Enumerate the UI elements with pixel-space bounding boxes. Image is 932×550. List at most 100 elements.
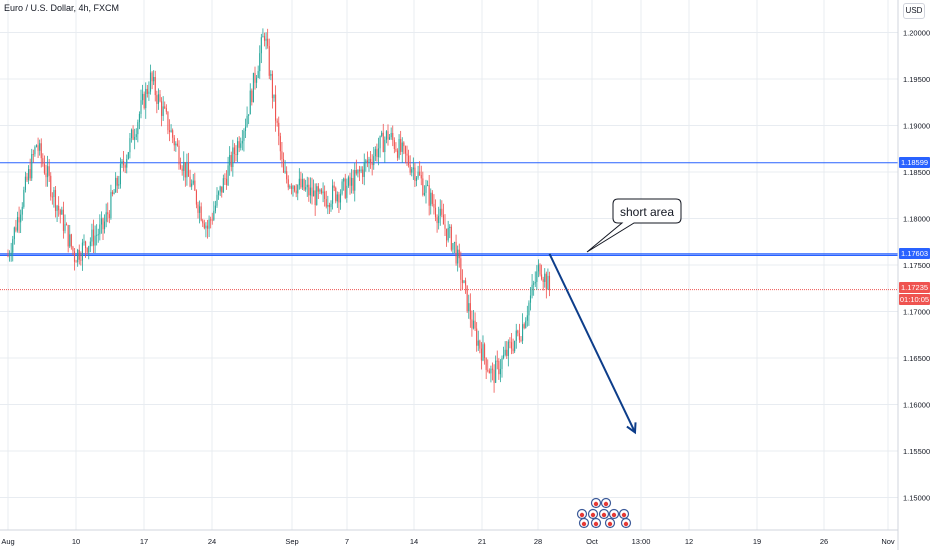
candle-body	[194, 180, 196, 191]
candle-body	[379, 135, 381, 149]
y-tick-label: 1.18500	[903, 168, 930, 177]
candle-body	[485, 357, 487, 370]
candle-body	[487, 369, 489, 371]
candle-body	[398, 139, 400, 158]
candle-body	[110, 192, 112, 218]
candle-body	[135, 134, 137, 137]
candle-body	[358, 169, 361, 172]
candle-body	[197, 204, 199, 213]
candle-body	[313, 190, 315, 197]
candle-body	[64, 224, 66, 231]
event-flag-icon	[607, 521, 613, 527]
candle-body	[256, 77, 258, 83]
x-tick-label: 12	[685, 537, 693, 546]
candle-body	[248, 114, 250, 116]
candle-body	[129, 138, 131, 153]
candle-body	[512, 348, 514, 352]
candle-body	[314, 190, 316, 206]
candle-body	[501, 358, 503, 369]
candle-body	[111, 192, 114, 195]
candle-body	[428, 185, 430, 206]
event-flag-icon	[621, 512, 627, 518]
candle-body	[438, 215, 440, 224]
candle-body	[161, 101, 163, 116]
candle-body	[43, 163, 45, 174]
candle-body	[13, 227, 15, 240]
candle-body	[534, 281, 536, 284]
candle-body	[219, 186, 221, 192]
candle-body	[408, 155, 410, 166]
candle-body	[251, 90, 253, 103]
candle-body	[325, 199, 327, 207]
candle-body	[474, 320, 476, 329]
candle-body	[522, 324, 524, 341]
candle-body	[545, 273, 547, 290]
candle-body	[282, 159, 285, 173]
candle-body	[374, 149, 376, 157]
candle-body	[281, 151, 283, 160]
candle-body	[124, 165, 126, 168]
candle-body	[108, 214, 110, 218]
chart-grid	[0, 0, 898, 530]
candle-body	[172, 130, 174, 138]
candle-body	[80, 259, 82, 261]
candle-body	[178, 145, 180, 165]
candle-body	[42, 158, 44, 164]
candle-body	[536, 271, 538, 282]
currency-button[interactable]: USD	[903, 3, 925, 19]
candle-body	[406, 153, 408, 156]
candle-body	[305, 187, 307, 190]
candle-body	[357, 169, 359, 174]
candle-body	[254, 72, 256, 83]
candle-body	[537, 264, 539, 272]
candle-body	[241, 140, 243, 144]
candle-body	[205, 225, 207, 229]
candle-body	[541, 274, 543, 280]
candle-body	[263, 36, 266, 41]
callout-label[interactable]: short area	[619, 205, 675, 219]
candle-body	[465, 280, 467, 286]
candle-body	[240, 143, 242, 148]
candle-body	[415, 177, 418, 181]
candle-body	[317, 186, 319, 192]
candle-body	[412, 167, 414, 170]
x-tick-label: 21	[478, 537, 486, 546]
candle-body	[525, 320, 527, 328]
candle-body	[26, 176, 28, 181]
candle-body	[202, 220, 204, 224]
candle-body	[506, 349, 508, 356]
x-tick-label: Aug	[1, 537, 14, 546]
candle-body	[396, 150, 399, 158]
candle-body	[444, 224, 446, 229]
candle-body	[518, 333, 520, 340]
x-tick-label: Oct	[586, 537, 599, 546]
candle-body	[153, 76, 155, 82]
candle-body	[547, 275, 549, 290]
candle-body	[191, 183, 193, 187]
candle-body	[102, 218, 104, 230]
candle-body	[460, 258, 462, 280]
candle-body	[238, 141, 240, 148]
candle-body	[143, 93, 145, 109]
candle-body	[422, 178, 424, 195]
y-tick-label: 1.16000	[903, 400, 930, 409]
candle-body	[183, 162, 185, 171]
candle-body	[327, 204, 329, 207]
candle-body	[208, 219, 210, 229]
candle-body	[452, 243, 454, 250]
event-flag-icon	[611, 512, 617, 518]
candle-body	[159, 94, 161, 102]
candle-body	[455, 242, 457, 264]
candle-body	[18, 217, 20, 223]
candle-body	[453, 242, 456, 244]
short-area-zone	[0, 253, 898, 256]
candle-body	[548, 275, 551, 290]
candlestick-series	[7, 28, 551, 393]
candle-body	[343, 178, 345, 182]
candle-body	[490, 368, 492, 374]
candle-body	[34, 146, 36, 155]
candle-body	[132, 129, 134, 140]
candle-body	[88, 246, 90, 253]
candle-body	[165, 108, 167, 112]
